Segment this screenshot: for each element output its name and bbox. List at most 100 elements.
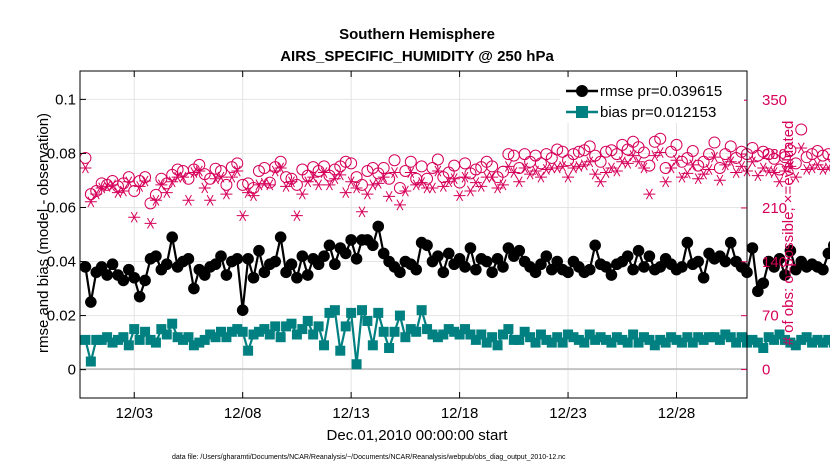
- obs-evaluated-point: [133, 180, 146, 192]
- obs-possible-point: [290, 178, 303, 191]
- y-right-tick-label: 350: [762, 92, 787, 109]
- obs-evaluated-point: [155, 179, 168, 191]
- obs-evaluated-point: [448, 173, 461, 185]
- rmse-point: [128, 271, 141, 284]
- obs-possible-point: [404, 155, 417, 168]
- obs-evaluated-point: [643, 188, 656, 200]
- y-left-tick-label: 0.06: [47, 199, 76, 216]
- rmse-point: [215, 250, 227, 262]
- obs-evaluated-point: [784, 160, 797, 172]
- plot-frame: [79, 70, 748, 399]
- obs-evaluated-point: [518, 162, 531, 174]
- legend-rmse-marker: [576, 85, 588, 97]
- bias-point: [275, 332, 286, 343]
- obs-possible-point: [426, 161, 439, 174]
- obs-evaluated-point: [583, 156, 596, 168]
- obs-evaluated-point: [464, 185, 477, 197]
- bias-point: [617, 334, 628, 345]
- obs-possible-point: [789, 157, 802, 170]
- rmse-point: [323, 239, 336, 252]
- obs-evaluated-point: [589, 168, 602, 180]
- rmse-point: [540, 250, 553, 262]
- obs-possible-point: [383, 172, 396, 185]
- obs-possible-point: [486, 160, 499, 173]
- bias-point: [96, 334, 107, 345]
- obs-evaluated-point: [415, 177, 428, 189]
- obs-evaluated-point: [149, 194, 162, 206]
- rmse-point: [638, 261, 650, 273]
- bias-point: [291, 329, 302, 340]
- obs-evaluated-point: [513, 176, 526, 188]
- obs-evaluated-point: [117, 185, 130, 197]
- bias-point: [264, 329, 275, 340]
- obs-possible-point: [345, 157, 358, 170]
- bias-point: [313, 321, 324, 332]
- bias-point: [226, 326, 237, 337]
- obs-evaluated-point: [632, 156, 645, 168]
- bias-point: [595, 332, 606, 343]
- bias-point: [785, 337, 796, 348]
- rmse-point: [513, 244, 526, 257]
- obs-evaluated-point: [708, 151, 721, 163]
- obs-possible-point: [551, 143, 564, 156]
- rmse-point: [464, 242, 477, 254]
- obs-possible-point: [703, 148, 716, 161]
- bias-point: [660, 337, 671, 348]
- rmse-point: [285, 258, 298, 271]
- bias-point: [769, 334, 780, 345]
- bias-point: [481, 337, 492, 348]
- obs-possible-point: [773, 163, 786, 176]
- obs-evaluated-point: [312, 179, 325, 191]
- obs-evaluated-point: [502, 160, 515, 172]
- rmse-point: [757, 277, 770, 289]
- bias-point: [628, 329, 639, 340]
- bias-point: [286, 318, 297, 329]
- bias-point: [807, 337, 818, 348]
- bias-point: [324, 307, 335, 318]
- rmse-point: [269, 255, 282, 268]
- bias-point: [145, 334, 156, 345]
- bias-point: [102, 332, 113, 343]
- legend-bias-label: bias pr=0.012153: [600, 104, 716, 121]
- y-right-tick-label: 70: [762, 308, 779, 325]
- legend-bias-marker: [576, 106, 588, 118]
- obs-possible-point: [388, 154, 401, 167]
- bias-point: [237, 326, 248, 337]
- rmse-point: [421, 239, 433, 252]
- bias-point: [416, 305, 427, 316]
- rmse-point: [827, 240, 830, 250]
- bias-point: [546, 337, 557, 348]
- y-left-tick-label: 0.02: [47, 308, 76, 325]
- obs-possible-point: [393, 181, 406, 194]
- bias-point: [508, 334, 519, 345]
- obs-evaluated-point: [665, 162, 678, 174]
- obs-possible-point: [469, 163, 482, 176]
- obs-evaluated-point: [610, 165, 623, 177]
- bias-point: [698, 334, 709, 345]
- obs-evaluated-point: [789, 171, 802, 183]
- bias-point: [140, 326, 151, 337]
- bias-point: [389, 326, 400, 337]
- rmse-point: [291, 271, 303, 284]
- obs-evaluated-point: [713, 174, 726, 186]
- bias-point: [644, 334, 655, 345]
- obs-possible-point: [399, 165, 412, 178]
- rmse-point: [79, 261, 92, 273]
- bias-point: [763, 332, 774, 343]
- obs-evaluated-point: [697, 168, 710, 180]
- bias-point: [687, 337, 698, 348]
- bias-point: [731, 337, 742, 348]
- legend: rmse pr=0.039615 bias pr=0.012153: [560, 77, 744, 123]
- rmse-point: [437, 266, 450, 279]
- bias-point: [590, 334, 601, 345]
- bias-point: [525, 332, 536, 343]
- bias-point: [362, 315, 373, 326]
- obs-evaluated-point: [247, 190, 260, 202]
- obs-possible-point: [421, 172, 434, 185]
- obs-evaluated-point: [225, 171, 238, 183]
- bias-point: [438, 329, 449, 340]
- rmse-point: [773, 253, 786, 265]
- bias-point: [346, 307, 357, 318]
- obs-evaluated-point: [177, 171, 190, 183]
- rmse-point: [345, 234, 357, 246]
